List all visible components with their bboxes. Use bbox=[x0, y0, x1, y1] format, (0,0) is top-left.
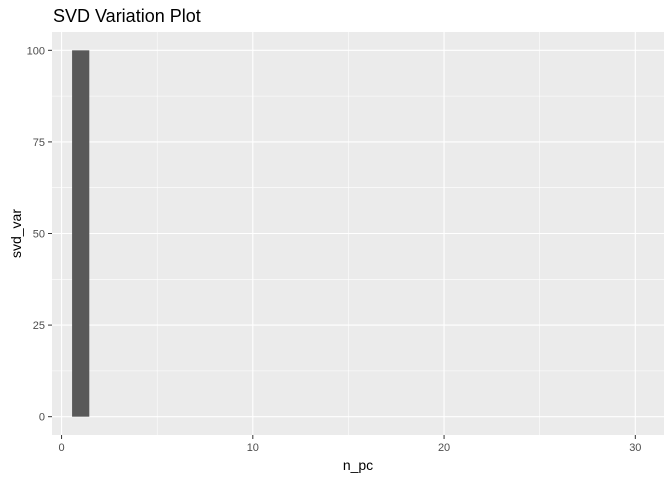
y-axis-ticks: 0 25 50 75 100 bbox=[27, 45, 52, 424]
y-tick-label: 0 bbox=[39, 412, 45, 424]
x-tick-label: 10 bbox=[247, 442, 259, 454]
chart-title: SVD Variation Plot bbox=[53, 6, 201, 26]
grid-lines bbox=[52, 32, 664, 435]
x-axis-title: n_pc bbox=[343, 457, 373, 473]
y-axis-title: svd_var bbox=[8, 209, 24, 258]
x-tick-label: 30 bbox=[629, 442, 641, 454]
x-tick-label: 0 bbox=[59, 442, 65, 454]
bar bbox=[72, 50, 90, 417]
x-axis-ticks: 0 10 20 30 bbox=[59, 435, 641, 454]
y-tick-label: 100 bbox=[27, 45, 45, 57]
y-tick-label: 50 bbox=[33, 229, 45, 241]
y-tick-label: 75 bbox=[33, 137, 45, 149]
x-tick-label: 20 bbox=[438, 442, 450, 454]
bars bbox=[72, 50, 90, 417]
y-tick-label: 25 bbox=[33, 320, 45, 332]
